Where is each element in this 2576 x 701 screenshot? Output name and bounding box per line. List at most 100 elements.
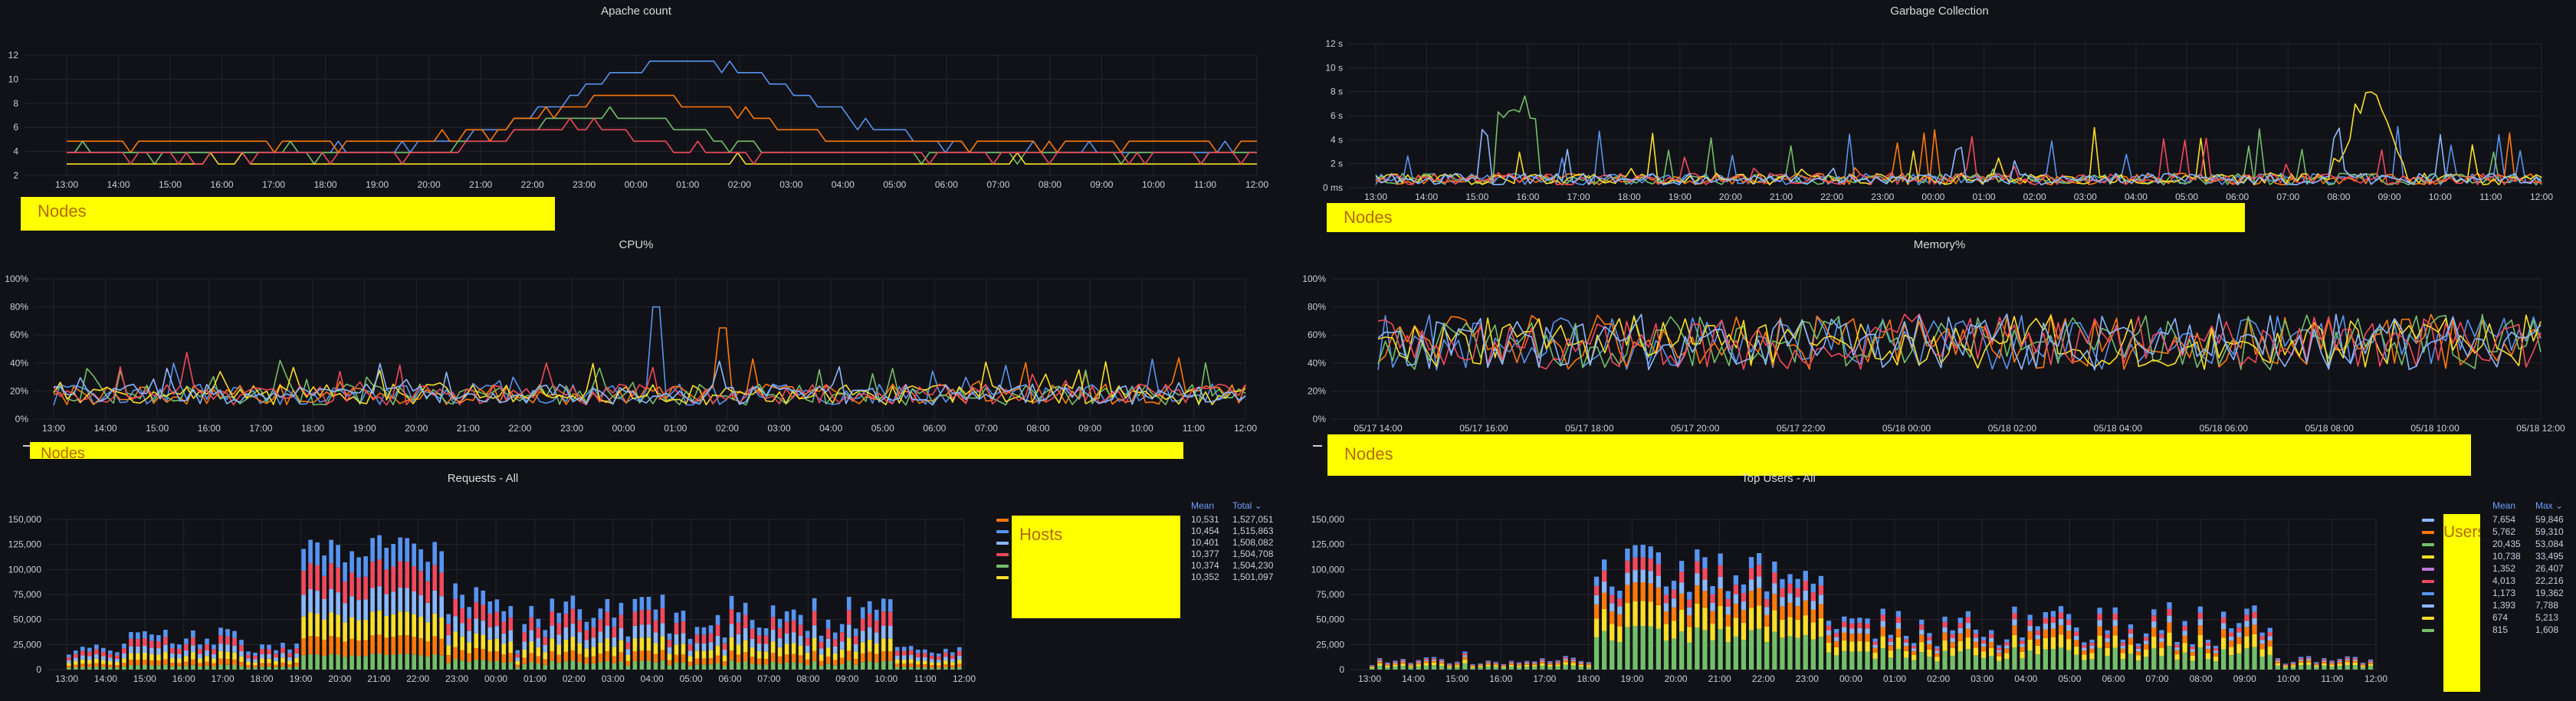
legend-row[interactable]: 10,738 33,495 <box>2422 551 2564 562</box>
bar-segment <box>487 627 493 640</box>
legend-row[interactable]: 10,352 1,501,097 <box>996 572 1273 582</box>
bar-segment <box>239 640 244 646</box>
bar-segment <box>170 666 175 670</box>
legend-row[interactable]: 1,393 7,788 <box>2422 600 2558 611</box>
legend-series-marker[interactable] <box>1313 445 1322 447</box>
legend-header-mean[interactable]: Mean <box>2492 500 2516 511</box>
bar-segment <box>405 538 409 562</box>
bar-segment <box>398 611 402 636</box>
bar-segment <box>874 654 879 663</box>
legend-row[interactable]: 1,352 26,407 <box>2422 563 2564 574</box>
legend-row[interactable]: 674 5,213 <box>2422 612 2558 623</box>
bar-segment <box>163 652 168 660</box>
bar-segment <box>1872 641 1878 645</box>
bar-segment <box>1633 570 1638 583</box>
bar-segment <box>1733 603 1738 618</box>
legend-row[interactable]: 10,374 1,504,230 <box>996 560 1273 571</box>
bar-segment <box>1516 663 1522 664</box>
bar-segment <box>1385 664 1390 666</box>
legend-mean-value: 10,738 <box>2492 551 2521 562</box>
legend-row[interactable]: 10,531 1,527,051 <box>996 514 1273 525</box>
legend-row[interactable]: 10,401 1,508,082 <box>996 537 1273 548</box>
legend-row[interactable]: 20,435 53,084 <box>2422 539 2564 549</box>
legend-row[interactable]: 10,377 1,504,708 <box>996 549 1273 559</box>
bar-segment <box>1957 627 1963 634</box>
bar-segment <box>1780 637 1785 670</box>
bar-segment <box>2306 657 2312 659</box>
bar-segment <box>363 556 368 577</box>
bar-segment <box>301 570 306 595</box>
bar-segment <box>287 664 292 667</box>
bar-segment <box>1640 601 1646 626</box>
hosts-legend-highlight: Hosts <box>1012 516 1180 618</box>
bar-segment <box>805 631 810 638</box>
bar-segment <box>2105 630 2110 634</box>
bar-segment <box>1648 546 1653 559</box>
bar-segment <box>446 614 451 624</box>
bar-segment <box>1919 652 1925 670</box>
bar-segment <box>756 635 762 644</box>
bar-segment <box>329 563 333 589</box>
bar-segment <box>756 650 762 659</box>
bar-segment <box>1586 662 1592 663</box>
bar-segment <box>2236 627 2242 633</box>
legend-row[interactable]: 4,013 22,216 <box>2422 575 2564 586</box>
bar-segment <box>763 628 769 636</box>
bar-segment <box>1671 638 1677 670</box>
x-tick-label: 23:00 <box>445 673 468 684</box>
bar-segment <box>584 663 589 670</box>
bar-segment <box>888 599 893 612</box>
bar-segment <box>1640 582 1646 601</box>
bar-segment <box>384 594 389 616</box>
legend-row[interactable]: 815 1,608 <box>2422 624 2558 635</box>
y-tick-label: 60% <box>1308 329 1326 340</box>
bar-segment <box>508 630 514 642</box>
bar-segment <box>1593 604 1600 619</box>
panel-title[interactable]: CPU% <box>619 238 654 251</box>
bar-segment <box>143 646 147 653</box>
panel-title[interactable]: Top Users - All <box>1741 472 1816 485</box>
legend-row[interactable]: 5,762 59,310 <box>2422 526 2564 537</box>
bar-segment <box>2105 642 2110 648</box>
legend-header-max[interactable]: Max ⌄ <box>2535 500 2564 511</box>
bar-segment <box>687 656 693 662</box>
bar-segment <box>2074 631 2079 636</box>
bar-segment <box>563 614 569 627</box>
bar-segment <box>1857 623 1862 628</box>
bar-segment <box>681 633 686 644</box>
legend-header-mean[interactable]: Mean <box>1191 500 1215 511</box>
bar-segment <box>888 611 893 627</box>
y-tick-label: 75,000 <box>1316 589 1344 600</box>
bar-segment <box>763 635 769 644</box>
panel-title[interactable]: Apache count <box>601 5 671 18</box>
bar-segment <box>1656 628 1661 670</box>
legend-series-marker[interactable] <box>23 445 32 447</box>
bar-segment <box>853 659 858 665</box>
panel-title[interactable]: Requests - All <box>447 472 519 485</box>
bar-segment <box>343 603 347 623</box>
bar-segment <box>750 663 755 670</box>
x-tick-label: 21:00 <box>469 179 492 190</box>
legend-row[interactable]: 7,654 59,846 <box>2422 514 2564 525</box>
bar-segment <box>1540 659 1545 661</box>
legend-row[interactable]: 10,454 1,515,863 <box>996 526 1273 536</box>
bar-segment <box>1702 608 1708 631</box>
panel-title[interactable]: Memory% <box>1913 238 1966 251</box>
bar-segment <box>170 653 175 658</box>
legend-row[interactable]: 1,173 19,362 <box>2422 588 2564 598</box>
bar-segment <box>239 666 244 670</box>
y-tick-label: 2 s <box>1331 159 1343 169</box>
panel-title[interactable]: Garbage Collection <box>1890 5 1989 18</box>
bar-segment <box>2050 622 2056 629</box>
bar-segment <box>1973 641 1979 648</box>
bar-segment <box>1656 604 1661 629</box>
bar-segment <box>812 598 817 611</box>
legend-swatch <box>2422 543 2434 546</box>
legend-header-total[interactable]: Total ⌄ <box>1232 500 1262 511</box>
bar-segment <box>2205 648 2211 654</box>
bar-segment <box>349 638 354 656</box>
bar-segment <box>2259 649 2265 657</box>
bar-segment <box>191 652 195 660</box>
bar-segment <box>1377 663 1383 666</box>
bar-segment <box>930 655 934 660</box>
